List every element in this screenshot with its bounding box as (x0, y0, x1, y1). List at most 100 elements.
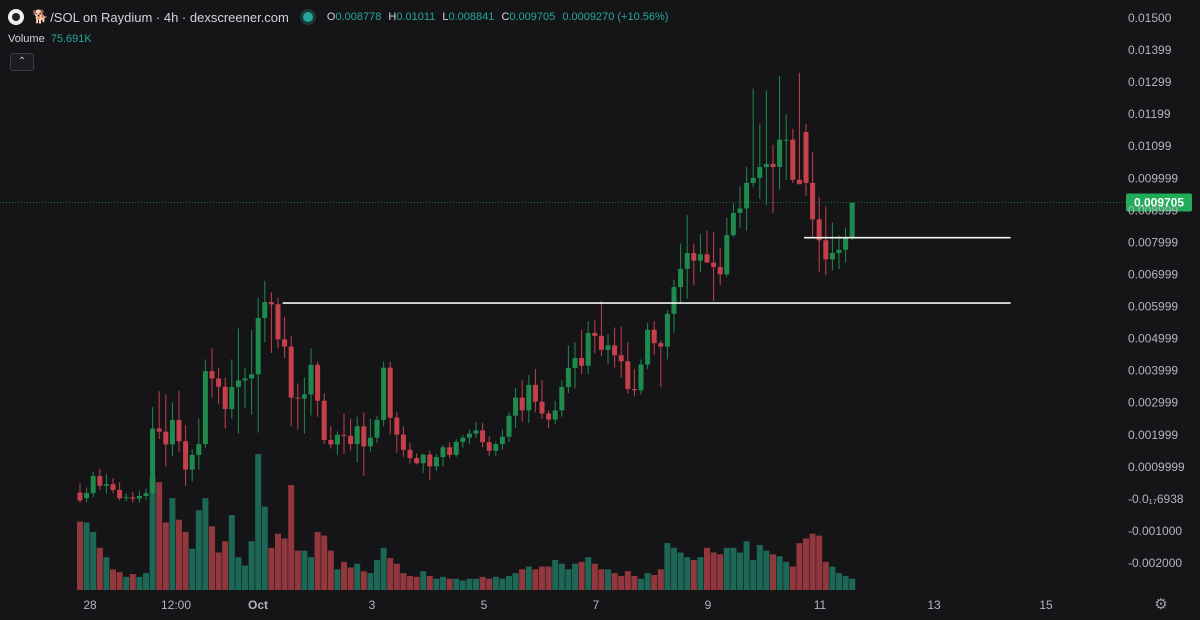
candle-body (117, 489, 123, 499)
candle-body (829, 253, 835, 260)
candle-body (196, 444, 202, 455)
candle-body (717, 267, 723, 275)
candle-body (361, 426, 367, 447)
volume-bar (294, 550, 301, 590)
volume-bar (803, 538, 809, 590)
volume-bar (506, 575, 512, 590)
candle-body (664, 313, 670, 347)
time-tick-label: 5 (481, 598, 488, 612)
volume-bar (426, 575, 433, 590)
volume-bar (737, 552, 743, 590)
candle-body (506, 415, 512, 437)
candle-body (816, 219, 822, 241)
candle-body (638, 364, 644, 391)
candle-body (242, 378, 248, 381)
volume-bar (519, 569, 526, 590)
time-tick-label: 3 (369, 598, 376, 612)
volume-bar (446, 578, 453, 590)
price-tick-label: 0.007999 (1128, 235, 1178, 249)
volume-bar (466, 578, 473, 590)
candle-body (414, 458, 420, 464)
volume-bar (248, 541, 255, 590)
last-price-label: 0.009705 (1134, 196, 1184, 210)
collapse-legend-button[interactable]: ⌃ (10, 53, 34, 71)
price-axis[interactable]: 0.01500 0.01399 0.01299 0.01199 0.01099 0.009… (1128, 11, 1185, 570)
volume-bar (440, 576, 446, 590)
candles-layer (77, 72, 856, 590)
volume-bar (723, 547, 730, 590)
candle-body (526, 384, 532, 411)
candle-body (565, 367, 571, 388)
volume-bar (644, 573, 651, 590)
candle-body (262, 302, 268, 318)
volume-bar (697, 557, 704, 590)
volume-bar (704, 547, 710, 590)
volume-bar (288, 485, 295, 590)
candle-body (559, 387, 565, 411)
time-tick-label: 9 (705, 598, 712, 612)
candle-body (750, 177, 756, 183)
candle-body (625, 361, 631, 390)
time-tick-label: 7 (593, 598, 600, 612)
candle-body (427, 454, 433, 467)
volume-bar (301, 550, 308, 590)
volume-bar (209, 526, 215, 590)
candle-body (387, 367, 393, 418)
volume-value: 75.691K (50, 33, 92, 45)
volume-bar (453, 578, 460, 590)
candle-body (651, 329, 657, 344)
open-value: 0.008778 (335, 11, 382, 23)
candle-body (222, 386, 228, 410)
gear-icon[interactable]: ⚙ (1154, 596, 1168, 613)
candle-body (803, 132, 809, 183)
candle-body (460, 437, 466, 442)
volume-bar (367, 573, 374, 590)
volume-bar (822, 561, 829, 590)
volume-bar (763, 550, 770, 590)
candle-body (374, 419, 380, 438)
time-tick-label: 28 (83, 598, 97, 612)
low-label: L (442, 11, 449, 23)
candle-body (631, 389, 637, 391)
volume-bar (90, 531, 97, 590)
candle-body (519, 397, 525, 411)
candle-body (658, 343, 664, 347)
candle-body (618, 355, 624, 362)
volume-label: Volume (8, 33, 45, 45)
price-tick-label: 0.005999 (1128, 300, 1178, 314)
volume-bar (750, 560, 757, 590)
raydium-logo-icon (8, 9, 24, 25)
volume-bar (327, 550, 334, 590)
volume-bar (149, 477, 156, 590)
time-axis[interactable]: 28 12:00 Oct 3 5 7 9 11 13 15 (83, 598, 1053, 612)
candle-body (744, 182, 750, 209)
volume-bar (492, 576, 499, 590)
volume-bar (743, 541, 750, 590)
candle-body (110, 484, 116, 490)
candle-body (473, 430, 479, 434)
volume-bar (103, 557, 110, 590)
volume-bar (730, 547, 737, 590)
candle-body (295, 397, 301, 399)
candle-body (823, 240, 829, 260)
volume-bar (842, 575, 849, 590)
close-value: 0.009705 (509, 11, 556, 23)
volume-bar (77, 521, 83, 590)
candle-body (77, 492, 83, 501)
volume-bar (651, 575, 658, 590)
volume-bar (631, 575, 638, 590)
volume-bar (182, 531, 189, 590)
time-tick-label: 12:00 (161, 598, 191, 612)
candle-body (341, 434, 347, 436)
volume-bar (156, 482, 163, 590)
volume-bar (96, 547, 103, 590)
symbol-title[interactable]: /SOL on Raydium · 4h · dexscreener.com (50, 9, 289, 25)
candle-body (730, 212, 736, 236)
volume-bar (400, 573, 407, 590)
candle-body (282, 339, 288, 347)
volume-bar (136, 576, 143, 590)
candle-body (836, 249, 842, 254)
candle-body (585, 332, 591, 366)
volume-bar (638, 578, 644, 590)
